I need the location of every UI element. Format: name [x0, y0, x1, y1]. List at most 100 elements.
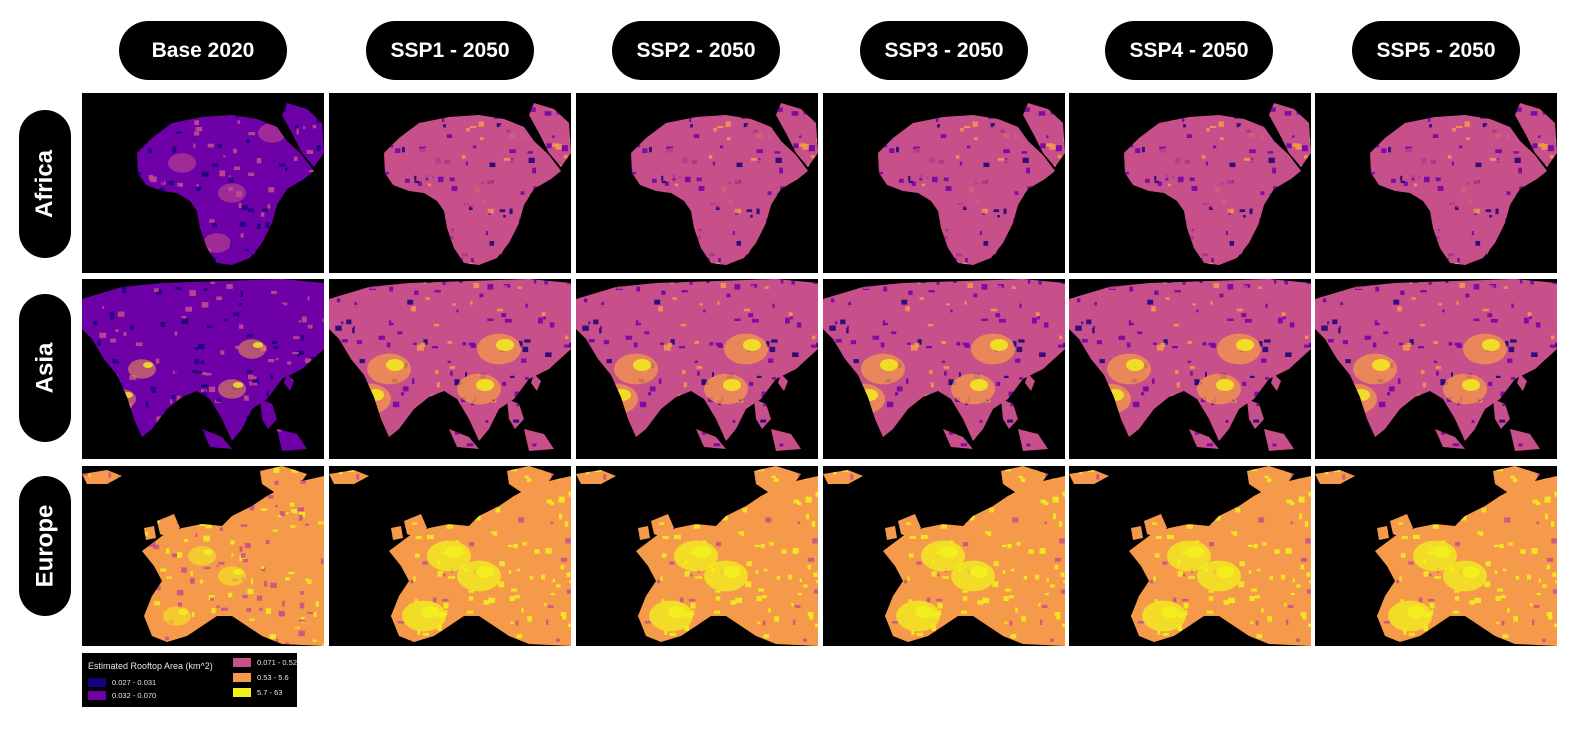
- land-mass: [744, 231, 754, 255]
- hotspot-peak: [233, 382, 243, 388]
- legend-item: 0.071 - 0.52: [233, 658, 297, 667]
- map-svg: [1315, 466, 1557, 646]
- hotspot: [841, 383, 885, 415]
- map-panel-asia-2: [576, 279, 818, 459]
- legend-swatch: [233, 658, 251, 667]
- hotspot-peak: [940, 546, 958, 558]
- land-mass: [898, 514, 921, 538]
- map-svg: [329, 279, 571, 451]
- land-mass: [329, 279, 571, 441]
- land-mass: [1131, 526, 1143, 540]
- hotspot-peak: [476, 566, 494, 578]
- hotspot: [442, 227, 486, 259]
- legend: Estimated Rooftop Area (km^2) 0.027 - 0.…: [82, 653, 297, 707]
- map-svg: [576, 466, 818, 646]
- hotspot: [594, 383, 638, 415]
- hotspot: [654, 147, 698, 179]
- map-svg: [823, 466, 1065, 646]
- hotspot: [258, 123, 286, 143]
- hotspot: [407, 147, 451, 179]
- hotspot-peak: [1126, 359, 1144, 371]
- legend-item: 5.7 - 63: [233, 688, 282, 697]
- hotspot: [951, 177, 995, 209]
- land-mass: [497, 231, 507, 255]
- map-panel-europe-3: [823, 466, 1065, 646]
- land-mass: [1510, 429, 1540, 451]
- land-mass: [82, 470, 122, 484]
- land-mass: [142, 476, 324, 646]
- legend-item: 0.027 - 0.031: [88, 678, 156, 687]
- legend-label: 5.7 - 63: [257, 688, 283, 697]
- land-mass: [404, 514, 427, 538]
- land-mass: [1540, 309, 1555, 339]
- land-mass: [329, 470, 369, 484]
- legend-label: 0.071 - 0.52: [256, 658, 298, 667]
- hotspot-peak: [970, 379, 988, 391]
- land-mass: [1515, 103, 1557, 167]
- column-header-ssp2-2050: SSP2 - 2050: [612, 21, 780, 80]
- land-mass: [144, 526, 156, 540]
- land-mass: [754, 399, 771, 429]
- hotspot: [1087, 383, 1131, 415]
- land-mass: [1018, 429, 1048, 451]
- hotspot-peak: [1216, 566, 1234, 578]
- map-panel-europe-1: [329, 466, 571, 646]
- map-panel-asia-5: [1315, 279, 1557, 459]
- hotspot-peak: [123, 392, 133, 398]
- map-panel-africa-3: [823, 93, 1065, 273]
- land-mass: [776, 103, 818, 167]
- land-mass: [1315, 470, 1355, 484]
- map-svg: [1370, 103, 1557, 265]
- hotspot-peak: [1372, 359, 1390, 371]
- hotspot: [188, 546, 216, 566]
- hotspot: [218, 183, 246, 203]
- hotspot: [1443, 177, 1487, 209]
- hotspot-peak: [613, 389, 631, 401]
- hotspot: [1428, 227, 1472, 259]
- hotspot: [1147, 147, 1191, 179]
- legend-label: 0.027 - 0.031: [112, 678, 157, 687]
- land-mass: [1144, 514, 1167, 538]
- hotspot: [1182, 227, 1226, 259]
- land-mass: [307, 309, 322, 339]
- hotspot-peak: [1352, 389, 1370, 401]
- hotspot-peak: [723, 566, 741, 578]
- hotspot: [1393, 147, 1437, 179]
- hotspot-peak: [1216, 379, 1234, 391]
- density-layer: [823, 279, 1065, 451]
- legend-label: 0.032 - 0.070: [112, 691, 157, 700]
- map-panel-asia-1: [329, 279, 571, 459]
- map-panel-africa-0: [82, 93, 324, 273]
- land-mass: [1069, 470, 1109, 484]
- row-header-asia: Asia: [19, 294, 71, 442]
- land-mass: [1271, 374, 1281, 391]
- map-svg: [631, 103, 818, 265]
- column-header-ssp5-2050: SSP5 - 2050: [1352, 21, 1520, 80]
- hotspot: [203, 233, 231, 253]
- hotspot: [991, 117, 1035, 149]
- land-mass: [943, 429, 973, 449]
- land-mass: [1435, 429, 1465, 449]
- hotspot: [218, 566, 246, 586]
- map-panel-europe-2: [576, 466, 818, 646]
- hotspot-peak: [143, 362, 153, 368]
- land-mass: [1390, 514, 1413, 538]
- legend-swatch: [88, 678, 106, 687]
- land-mass: [529, 103, 571, 167]
- row-header-africa: Africa: [19, 110, 71, 258]
- map-panel-africa-5: [1315, 93, 1557, 273]
- land-mass: [801, 309, 816, 339]
- hotspot-peak: [1432, 546, 1450, 558]
- land-mass: [1247, 399, 1264, 429]
- land-mass: [1264, 429, 1294, 451]
- map-svg: [878, 103, 1065, 265]
- hotspot-peak: [1407, 606, 1425, 618]
- land-mass: [885, 526, 897, 540]
- land-mass: [277, 429, 307, 451]
- column-header-ssp3-2050: SSP3 - 2050: [860, 21, 1028, 80]
- hotspot: [1197, 177, 1241, 209]
- hotspot: [689, 227, 733, 259]
- hotspot-peak: [203, 549, 213, 555]
- land-mass: [696, 429, 726, 449]
- hotspot-peak: [970, 566, 988, 578]
